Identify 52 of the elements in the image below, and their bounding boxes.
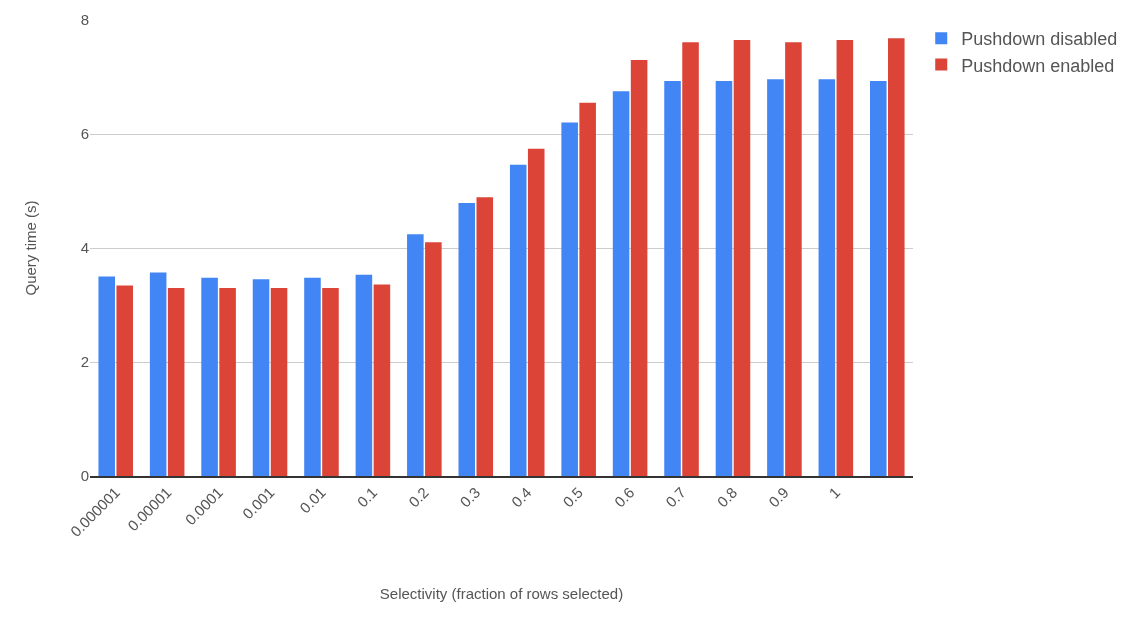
bar (304, 277, 321, 476)
bar (98, 276, 115, 476)
bar (664, 80, 681, 476)
bar (167, 287, 185, 476)
x-tick-label: 0.2 (404, 483, 432, 511)
bar (355, 274, 373, 476)
bar (612, 91, 630, 476)
bar (252, 279, 270, 476)
y-tick-label: 6 (80, 125, 89, 143)
x-tick-label: 0.8 (713, 483, 741, 511)
y-tick-label: 4 (80, 239, 89, 257)
x-tick-label: 0.4 (507, 483, 535, 511)
bar (767, 79, 784, 476)
bar (579, 102, 596, 476)
bar (870, 80, 887, 476)
bar (509, 164, 527, 476)
bar (322, 287, 339, 476)
bar (458, 202, 476, 476)
y-tick-label: 0 (80, 467, 89, 485)
x-tick-label: 0.01 (296, 483, 329, 517)
bar (219, 287, 236, 476)
x-axis-title: Selectivity (fraction of rows selected) (379, 585, 624, 603)
x-tick-label: 0.9 (765, 483, 792, 511)
bar (373, 284, 391, 476)
x-tick-label: 1 (825, 483, 844, 502)
legend-label: Pushdown disabled (961, 29, 1118, 50)
bar (201, 277, 218, 476)
bar (527, 148, 545, 476)
bar (785, 42, 802, 476)
bar (476, 197, 494, 476)
bar (733, 39, 751, 476)
bar (561, 122, 578, 476)
bar (116, 285, 133, 476)
bar (425, 242, 442, 476)
bar (407, 234, 424, 476)
bar (149, 272, 167, 476)
y-tick-label: 2 (80, 353, 89, 371)
bar (630, 59, 648, 476)
bar (715, 80, 733, 476)
x-tick-label: 0.6 (610, 483, 638, 511)
y-tick-label: 8 (80, 11, 89, 29)
bar (682, 42, 699, 476)
bar (888, 38, 905, 476)
legend-label: Pushdown enabled (961, 55, 1115, 76)
bar (270, 287, 288, 476)
x-tick-label: 0.3 (456, 483, 484, 511)
x-tick-label: 0.5 (559, 483, 587, 511)
y-axis-title: Query time (s) (21, 200, 39, 296)
bar (836, 39, 854, 476)
bar (818, 79, 836, 476)
x-tick-label: 0.1 (353, 483, 381, 511)
x-tick-label: 0.7 (662, 483, 689, 511)
